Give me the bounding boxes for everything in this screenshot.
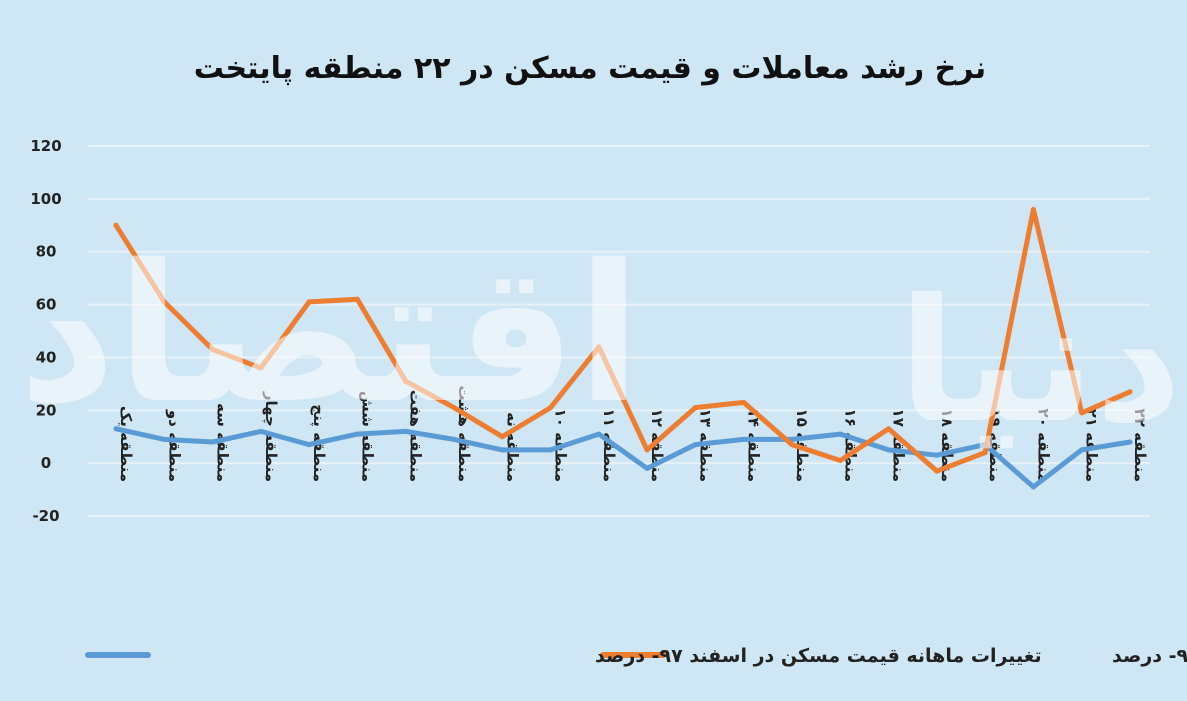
data-point — [161, 299, 167, 305]
watermark-text-left: اقتصاد — [18, 224, 641, 445]
x-tick-label: منطقه ۲۱ — [1083, 409, 1101, 482]
data-point — [837, 458, 843, 463]
data-point — [548, 405, 554, 411]
y-tick-label: 0 — [41, 454, 51, 472]
y-tick-label: 40 — [36, 348, 57, 366]
data-point — [1127, 439, 1133, 445]
data-point — [1030, 484, 1036, 490]
data-point — [886, 447, 892, 453]
data-point — [451, 436, 457, 442]
data-point — [354, 431, 360, 437]
watermark-text-right: دنیا — [898, 263, 1182, 461]
data-point — [113, 222, 119, 228]
x-tick-label: منطقه یک — [117, 406, 135, 482]
data-point — [692, 405, 698, 411]
watermark: اقتصاد دنیا — [18, 224, 1182, 461]
data-point — [596, 431, 602, 437]
grid-layer — [88, 145, 1150, 517]
data-point — [644, 465, 650, 471]
x-tick-label: منطقه ۱۱ — [600, 409, 618, 482]
data-point — [258, 365, 264, 371]
data-point — [934, 468, 940, 474]
y-tick-label: -20 — [32, 507, 59, 525]
data-point — [1127, 389, 1133, 395]
data-point — [161, 436, 167, 442]
x-tick-label: منطقه ۱۶ — [841, 409, 859, 482]
series-line — [113, 426, 1133, 490]
data-point — [837, 431, 843, 437]
x-tick-label: منطقه ۱۷ — [890, 409, 908, 482]
legend: تغییرات ماهانه حجم معاملات در اسفند ۹۷- … — [85, 645, 1187, 667]
x-tick-label: منطقه ۲۰ — [1034, 409, 1052, 482]
legend-label-volume: تغییرات ماهانه حجم معاملات در اسفند ۹۷- … — [1112, 645, 1187, 667]
data-point — [741, 436, 747, 442]
data-point — [113, 426, 119, 432]
data-point — [548, 447, 554, 453]
y-tick-label: 20 — [36, 401, 57, 419]
x-tick-label: منطقه ۱۴ — [745, 409, 763, 482]
legend-label-price: تغییرات ماهانه قیمت مسکن در اسفند ۹۷- در… — [595, 645, 1042, 667]
data-point — [1030, 206, 1036, 212]
series-layer — [113, 206, 1133, 490]
x-tick-label: منطقه دو — [165, 409, 183, 482]
data-point — [499, 447, 505, 453]
data-point — [258, 428, 264, 434]
data-point — [306, 442, 312, 448]
data-point — [1079, 410, 1085, 416]
data-point — [596, 344, 602, 350]
data-point — [741, 399, 747, 405]
x-tick-label: منطقه سه — [214, 403, 232, 482]
data-point — [1079, 447, 1085, 453]
series-line — [113, 206, 1133, 474]
data-point — [306, 299, 312, 305]
y-axis: 120 100 80 60 40 20 0 -20 — [30, 137, 61, 525]
data-point — [210, 347, 216, 352]
data-point — [886, 426, 892, 432]
x-tick-label: منطقه ۲۲ — [1131, 409, 1149, 482]
data-point — [982, 450, 988, 456]
y-tick-label: 120 — [30, 137, 61, 155]
data-point — [403, 378, 409, 384]
data-point — [403, 428, 409, 434]
data-point — [210, 439, 216, 445]
data-point — [451, 405, 457, 411]
data-point — [692, 442, 698, 448]
chart-title: نرخ رشد معاملات و قیمت مسکن در ۲۲ منطقه … — [194, 51, 986, 86]
x-tick-label: منطقه شش — [358, 391, 376, 482]
y-tick-label: 60 — [36, 296, 57, 314]
data-point — [644, 447, 650, 453]
data-point — [934, 452, 940, 458]
x-tick-label: منطقه هفت — [407, 390, 425, 482]
y-tick-label: 80 — [36, 243, 57, 261]
data-point — [499, 434, 505, 440]
data-point — [354, 296, 360, 302]
data-point — [789, 442, 795, 448]
y-tick-label: 100 — [30, 190, 61, 208]
